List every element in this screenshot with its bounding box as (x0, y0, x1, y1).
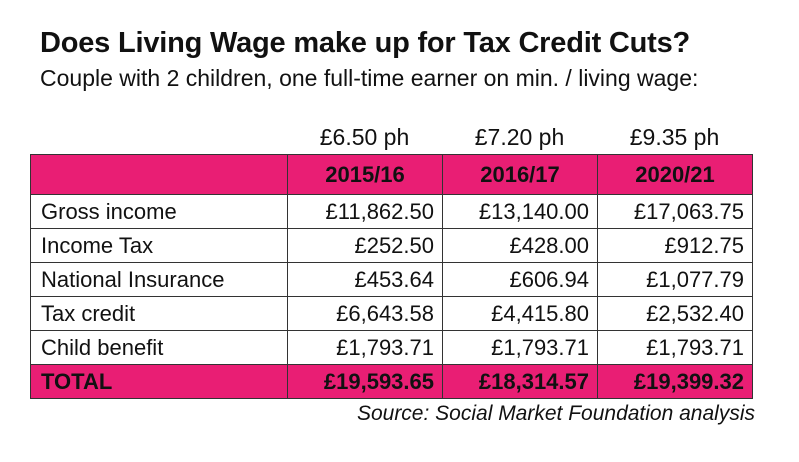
row-value: £1,077.79 (597, 262, 753, 297)
total-label: TOTAL (30, 364, 288, 399)
row-value: £2,532.40 (597, 296, 753, 331)
total-value: £18,314.57 (442, 364, 598, 399)
table-row: Tax credit £6,643.58 £4,415.80 £2,532.40 (30, 296, 753, 331)
header-year-2: 2016/17 (442, 154, 598, 195)
header-year-1: 2015/16 (287, 154, 443, 195)
row-value: £428.00 (442, 228, 598, 263)
subtitle: Couple with 2 children, one full-time ea… (40, 65, 699, 91)
hourly-rates-row: £6.50 ph £7.20 ph £9.35 ph (287, 124, 752, 151)
row-value: £4,415.80 (442, 296, 598, 331)
table-row: National Insurance £453.64 £606.94 £1,07… (30, 262, 753, 297)
table-row: Gross income £11,862.50 £13,140.00 £17,0… (30, 194, 753, 229)
row-value: £1,793.71 (597, 330, 753, 365)
header-year-3: 2020/21 (597, 154, 753, 195)
row-value: £13,140.00 (442, 194, 598, 229)
table-row: Income Tax £252.50 £428.00 £912.75 (30, 228, 753, 263)
row-value: £606.94 (442, 262, 598, 297)
table-row: Child benefit £1,793.71 £1,793.71 £1,793… (30, 330, 753, 365)
row-value: £1,793.71 (287, 330, 443, 365)
table-header-row: 2015/16 2016/17 2020/21 (30, 154, 753, 195)
total-value: £19,593.65 (287, 364, 443, 399)
hourly-rate-2: £7.20 ph (474, 124, 565, 150)
row-value: £252.50 (287, 228, 443, 263)
row-label: Child benefit (30, 330, 288, 365)
total-value: £19,399.32 (597, 364, 753, 399)
header-empty-cell (30, 154, 288, 195)
row-value: £1,793.71 (442, 330, 598, 365)
row-value: £17,063.75 (597, 194, 753, 229)
hourly-rate-1: £6.50 ph (319, 124, 410, 150)
row-value: £912.75 (597, 228, 753, 263)
row-value: £453.64 (287, 262, 443, 297)
source-note: Source: Social Market Foundation analysi… (356, 402, 755, 425)
row-label: National Insurance (30, 262, 288, 297)
total-row: TOTAL £19,593.65 £18,314.57 £19,399.32 (30, 364, 753, 399)
hourly-rate-3: £9.35 ph (629, 124, 720, 150)
income-table: 2015/16 2016/17 2020/21 Gross income £11… (30, 154, 753, 399)
row-label: Tax credit (30, 296, 288, 331)
row-value: £6,643.58 (287, 296, 443, 331)
row-label: Gross income (30, 194, 288, 229)
page-title: Does Living Wage make up for Tax Credit … (40, 27, 691, 59)
row-value: £11,862.50 (287, 194, 443, 229)
row-label: Income Tax (30, 228, 288, 263)
